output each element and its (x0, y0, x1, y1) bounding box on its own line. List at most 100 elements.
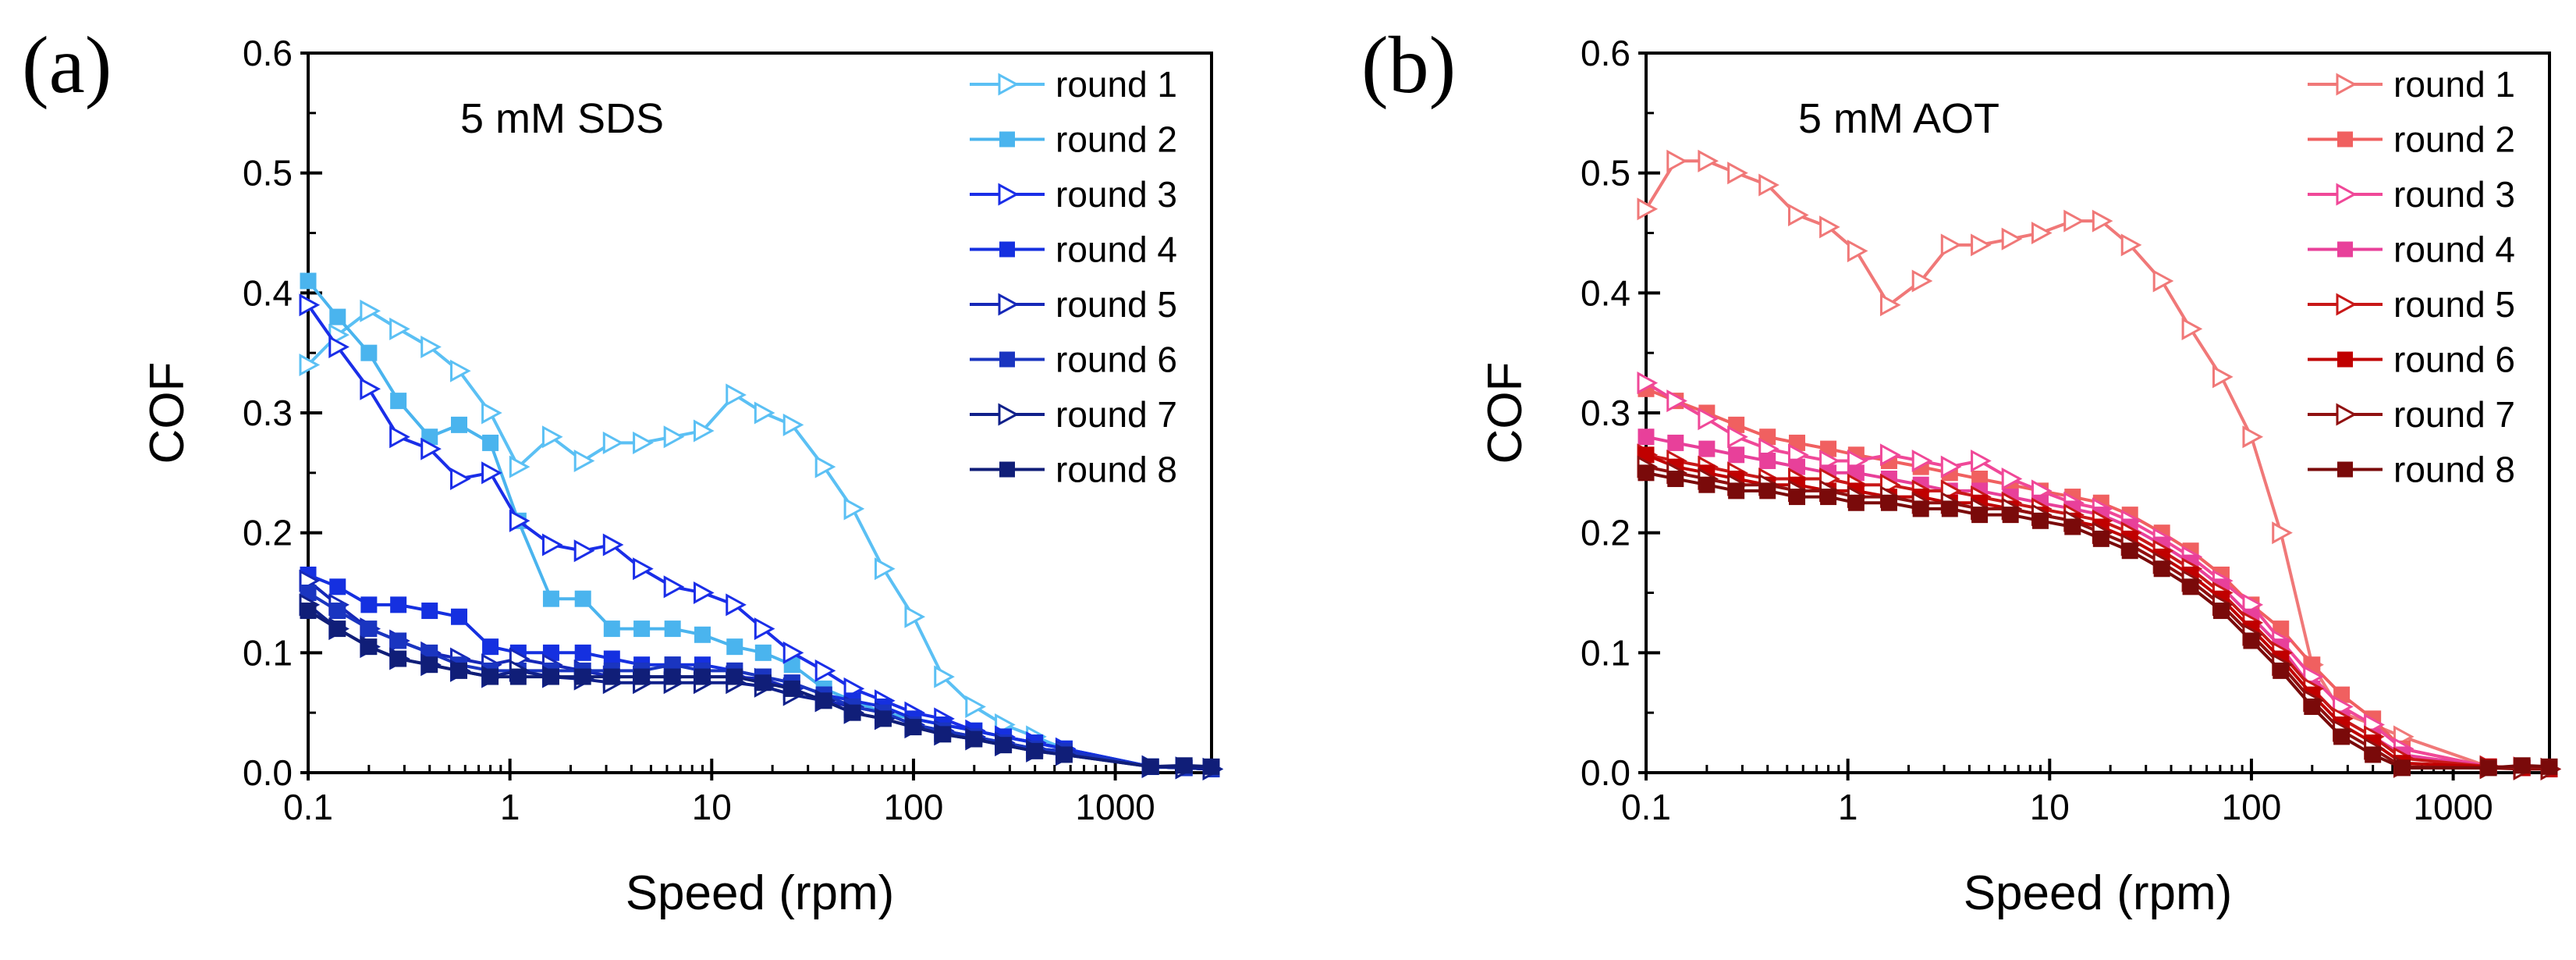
panel-a-ytick-label: 0.3 (243, 393, 293, 433)
panel-b-legend-label: round 7 (2393, 394, 2515, 435)
panel-b-legend: round 1 round 2 round 3 round 4 round 5 round… (2308, 64, 2515, 490)
panel-a-ytick-label: 0.0 (243, 752, 293, 793)
panel-a-xtick-label: 10 (692, 787, 732, 827)
panel-b-series-1-point (2181, 317, 2203, 340)
panel-a-series-2-point (300, 272, 317, 290)
panel-a-series-2-point (451, 416, 468, 433)
panel-b-series-1-point (1911, 269, 1933, 293)
panel-b-series-1-point (1819, 215, 1840, 239)
panel-b-series-1-point (1971, 233, 1992, 257)
panel-b-series-1-point (1940, 233, 1962, 257)
panel-b-series-8 (1637, 464, 2558, 777)
panel-a-legend: round 1 round 2 round 3 round 4 round 5 round… (970, 64, 1177, 490)
panel-b-series-8-point (1912, 500, 1929, 517)
panel-b-series-1-point (1879, 293, 1901, 317)
panel-a-series-1-point (602, 431, 624, 454)
panel-a-series-2-point (329, 308, 346, 325)
panel-b-series-8-point (2365, 746, 2382, 763)
panel-b-legend-marker (2337, 461, 2353, 478)
panel-b-legend-label: round 4 (2393, 229, 2515, 270)
panel-a-series-2-point (574, 590, 591, 607)
panel-a-series-3-point (754, 617, 775, 641)
panel-a-legend-marker (998, 73, 1020, 96)
panel-b-series-4-point (1698, 440, 1716, 457)
panel-a-series-8-point (300, 603, 317, 620)
panel-a-series-8-point (754, 674, 772, 692)
panel-b-xtick-label: 1 (1838, 787, 1858, 827)
panel-b-series-8-point (2002, 507, 2019, 524)
panel-a-series-3-point (602, 533, 624, 556)
panel-b-series-1-point (2152, 269, 2174, 293)
panel-b-series-1-point (2242, 425, 2264, 449)
panel-a-series-1-point (904, 605, 926, 628)
panel-b-series-3-point (1971, 449, 1992, 472)
panel-a-x-axis-title: Speed (rpm) (626, 866, 895, 920)
panel-a-series-1-point (633, 431, 654, 454)
panel-a-series-8-point (815, 692, 832, 709)
panel-a-series-1-point (843, 497, 865, 521)
panel-b-legend-label: round 2 (2393, 119, 2515, 160)
panel-b-series-1-point (1727, 162, 1748, 185)
panel-b-series-1-point (2092, 209, 2113, 233)
panel-b-x-axis-title: Speed (rpm) (1964, 866, 2233, 920)
panel-a-ytick-label: 0.1 (243, 632, 293, 673)
panel-b-ytick-label: 0.3 (1581, 393, 1630, 433)
panel-b-series-8-point (2304, 698, 2321, 715)
panel-a-series-1-point (693, 419, 715, 443)
panel-b-ytick-label: 0.2 (1581, 513, 1630, 553)
panel-b-label: (b) (1361, 20, 1456, 110)
panel-a-series-1-point (450, 359, 471, 382)
panel-b-y-axis-title: COF (1478, 362, 1532, 464)
panel-a-series-8-point (664, 668, 681, 685)
panel-a-series-8-point (329, 620, 346, 638)
panel-a-series-6-point (360, 620, 378, 638)
panel-b-series-1-point (2063, 209, 2085, 233)
panel-b-series-8-point (1789, 489, 1806, 506)
panel-a-legend-label: round 2 (1056, 119, 1177, 160)
panel-a-series-8-point (694, 668, 711, 685)
panel-a-series-1-point (573, 449, 595, 472)
panel-b-series-1-point (1637, 197, 1659, 221)
panel-a-series-3-point (782, 641, 804, 664)
panel-a-series-3-point (509, 509, 530, 532)
panel-a-series-1-point (874, 557, 896, 581)
panel-a-series-8-point (542, 668, 559, 685)
panel-a-legend-label: round 5 (1056, 284, 1177, 325)
panel-a-series-8-point (633, 668, 651, 685)
panel-b-legend-marker (2336, 403, 2358, 426)
panel-b-series-8-point (2153, 560, 2170, 578)
panel-b-series-3-point (1727, 425, 1748, 449)
panel-b: (b) 0.00.10.20.30.40.50.60.1 1 10 100 1000Sp… (1361, 20, 2562, 920)
panel-a-series-1-point (726, 383, 747, 407)
panel-b-series-8-point (2212, 603, 2230, 620)
panel-a-series-4-point (360, 596, 378, 613)
panel-a-series-3-point (328, 335, 349, 359)
panel-a-series-8-point (482, 668, 499, 685)
panel-a-series-8-point (360, 638, 378, 656)
panel-a-series-2-point (360, 344, 378, 361)
panel-b-series-1-point (1758, 173, 1779, 197)
panel-a-series-4-point (329, 578, 346, 596)
panel-b-series-8-point (1971, 507, 1989, 524)
panel-b-series-8-point (2243, 632, 2260, 649)
panel-a-series-4-point (421, 603, 438, 620)
panel-a-series-8-point (574, 668, 591, 685)
panel-a-annotation: 5 mM SDS (460, 95, 664, 142)
panel-a-ytick-label: 0.5 (243, 153, 293, 194)
panel-a-series-2-point (482, 434, 499, 451)
panel-a-series-3-point (814, 659, 836, 682)
panel-a-series-6-point (390, 632, 407, 649)
panel-b-series-4-point (1759, 452, 1776, 469)
panel-a-series-8-point (1056, 746, 1073, 763)
panel-b-series-3-point (1911, 449, 1933, 472)
panel-a-series-2-point (633, 620, 651, 638)
panel-a-series-2-point (603, 620, 620, 638)
panel-b-legend-marker (2337, 131, 2353, 148)
panel-a-y-axis-title: COF (140, 362, 194, 464)
panel-a-series-1-point (509, 455, 530, 478)
panel-b-series-4-point (1728, 446, 1745, 464)
panel-b-series-1-point (1698, 149, 1719, 172)
panel-b-series-3-point (1879, 443, 1901, 467)
panel-a-legend-marker (998, 293, 1020, 316)
panel-a-series-8-point (390, 650, 407, 667)
